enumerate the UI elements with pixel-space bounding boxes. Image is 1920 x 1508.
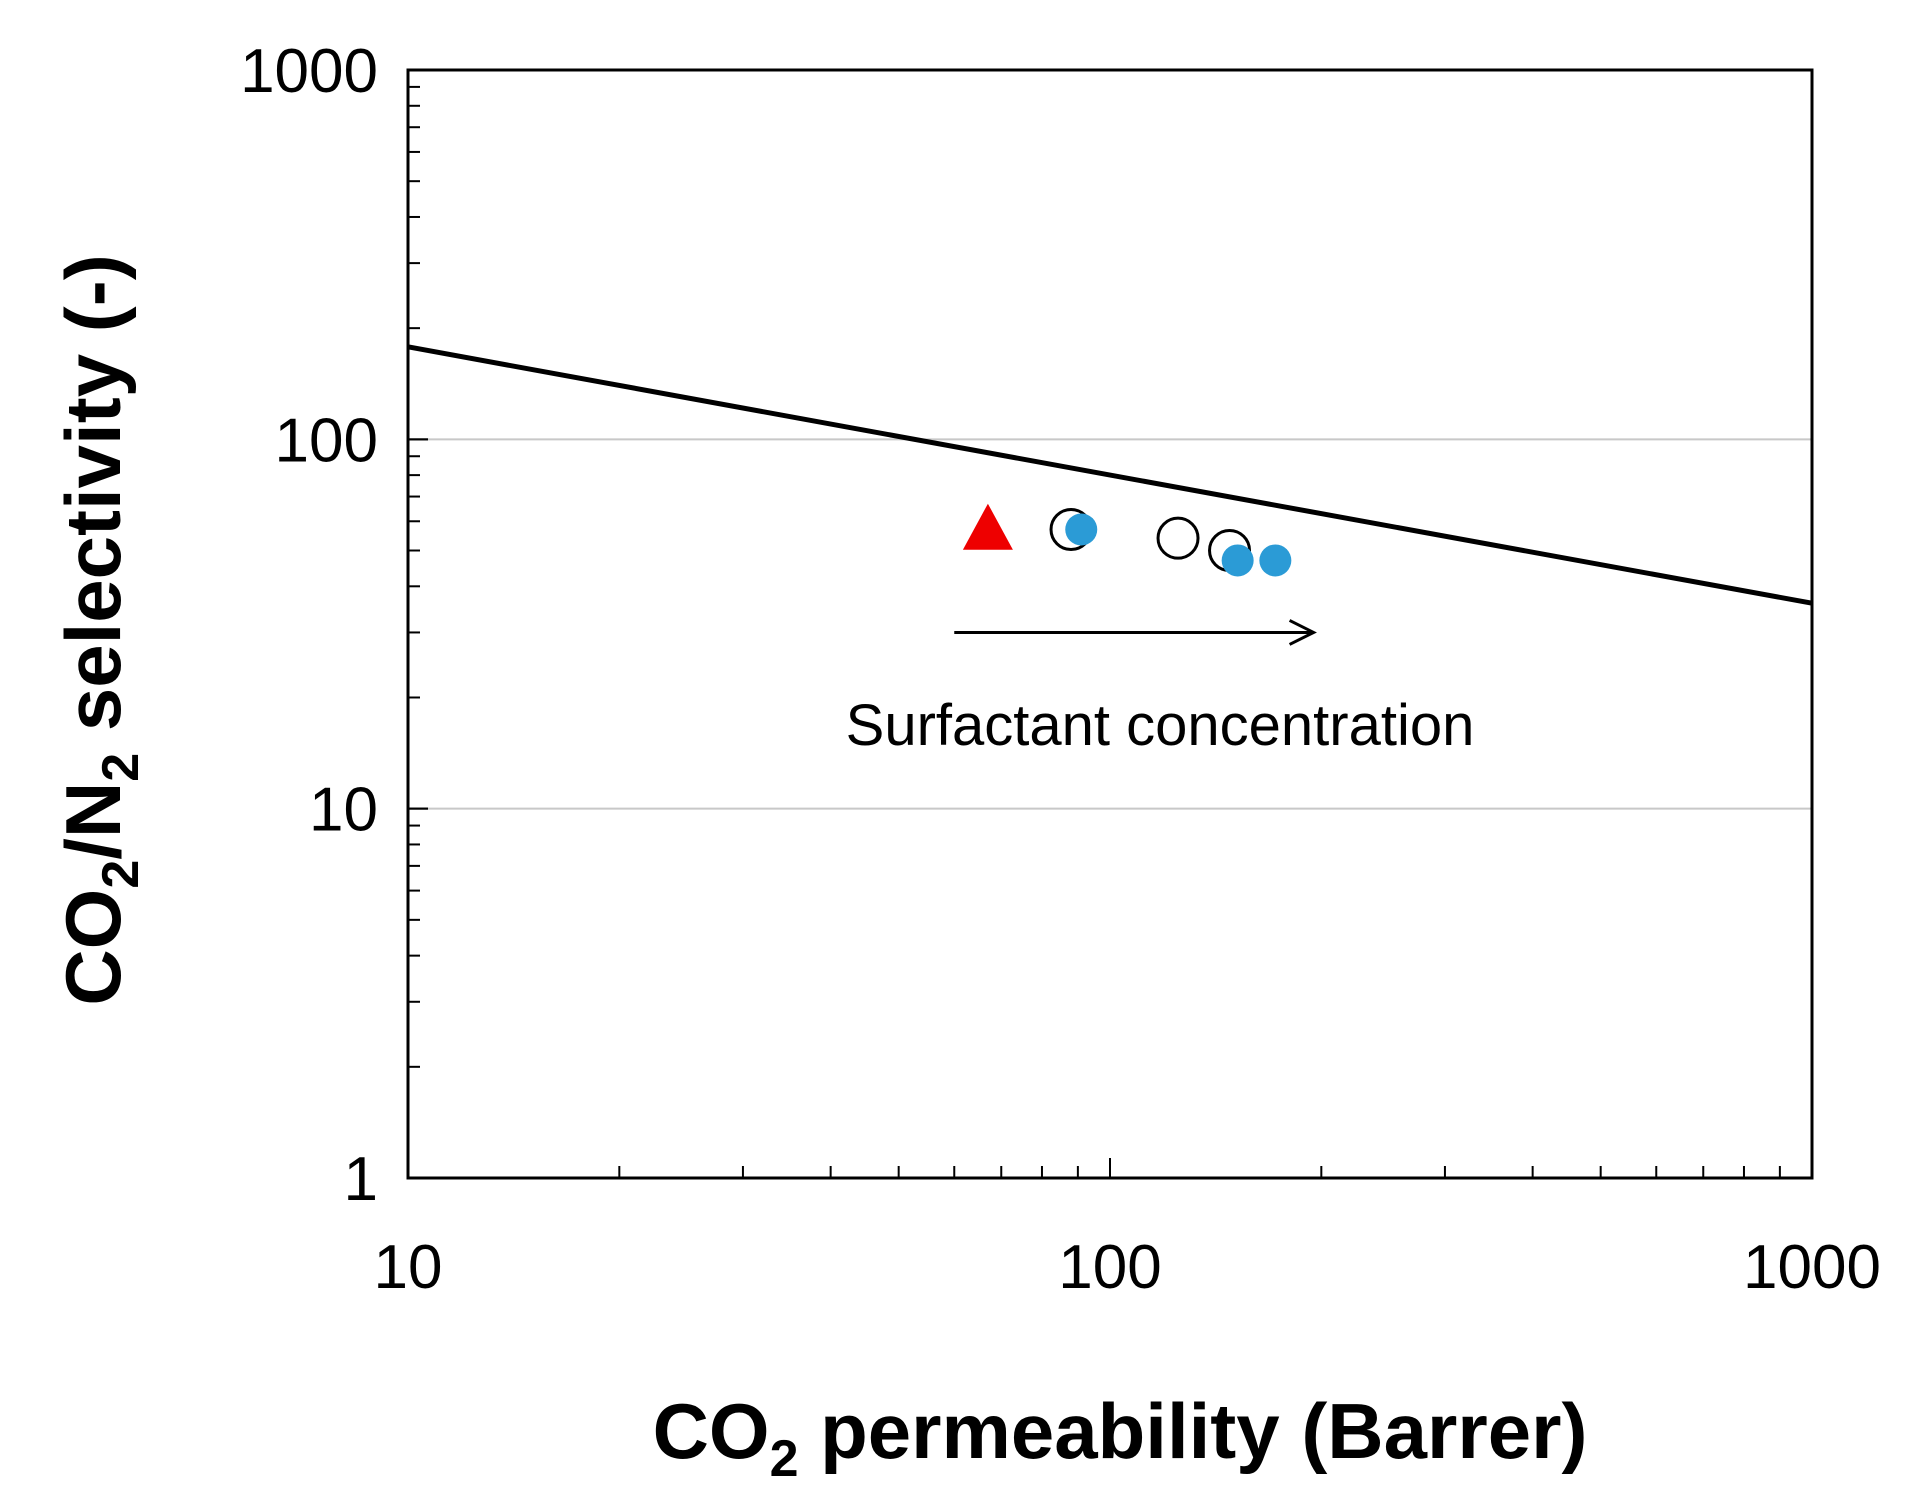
y-title-s2: 2 [92, 753, 150, 782]
filled-circle-marker [1221, 544, 1254, 577]
data-markers [962, 503, 1292, 577]
open-circle-marker [1156, 516, 1200, 560]
x-tick-label: 1000 [1743, 1233, 1881, 1302]
x-tick-labels: 10 100 1000 [374, 1233, 1881, 1302]
x-axis-title: CO2 permeability (Barrer) [653, 1387, 1588, 1488]
x-title-main: CO [653, 1387, 770, 1475]
y-tick-labels: 1 10 100 1000 [240, 37, 378, 1214]
x-tick-label: 10 [374, 1233, 443, 1302]
x-title-rest: permeability (Barrer) [798, 1387, 1587, 1475]
filled-circle-marker [1259, 544, 1292, 577]
y-title-p1: CO [49, 889, 137, 1006]
y-tick-label: 1 [344, 1145, 378, 1214]
plot-frame [406, 68, 1814, 1180]
grid [408, 438, 1812, 810]
y-tick-label: 100 [275, 406, 378, 475]
x-tick-label: 100 [1058, 1233, 1161, 1302]
arrow-head-icon [1288, 619, 1317, 646]
annotation: Surfactant concentration [846, 619, 1475, 758]
y-tick-label: 1000 [240, 37, 378, 106]
upper-bound-line [407, 344, 1813, 606]
triangle-marker [962, 503, 1013, 550]
x-title-sub: 2 [770, 1430, 799, 1488]
filled-circle-marker [1065, 513, 1098, 546]
y-axis-title: CO2/N2 selectivity (-) [49, 254, 150, 1005]
y-title-p2: /N [49, 782, 137, 860]
y-tick-label: 10 [309, 776, 378, 845]
y-title-s1: 2 [92, 860, 150, 889]
minor-ticks [407, 69, 1813, 1179]
y-title-p3: selectivity (-) [49, 254, 137, 753]
annotation-text: Surfactant concentration [846, 693, 1475, 758]
